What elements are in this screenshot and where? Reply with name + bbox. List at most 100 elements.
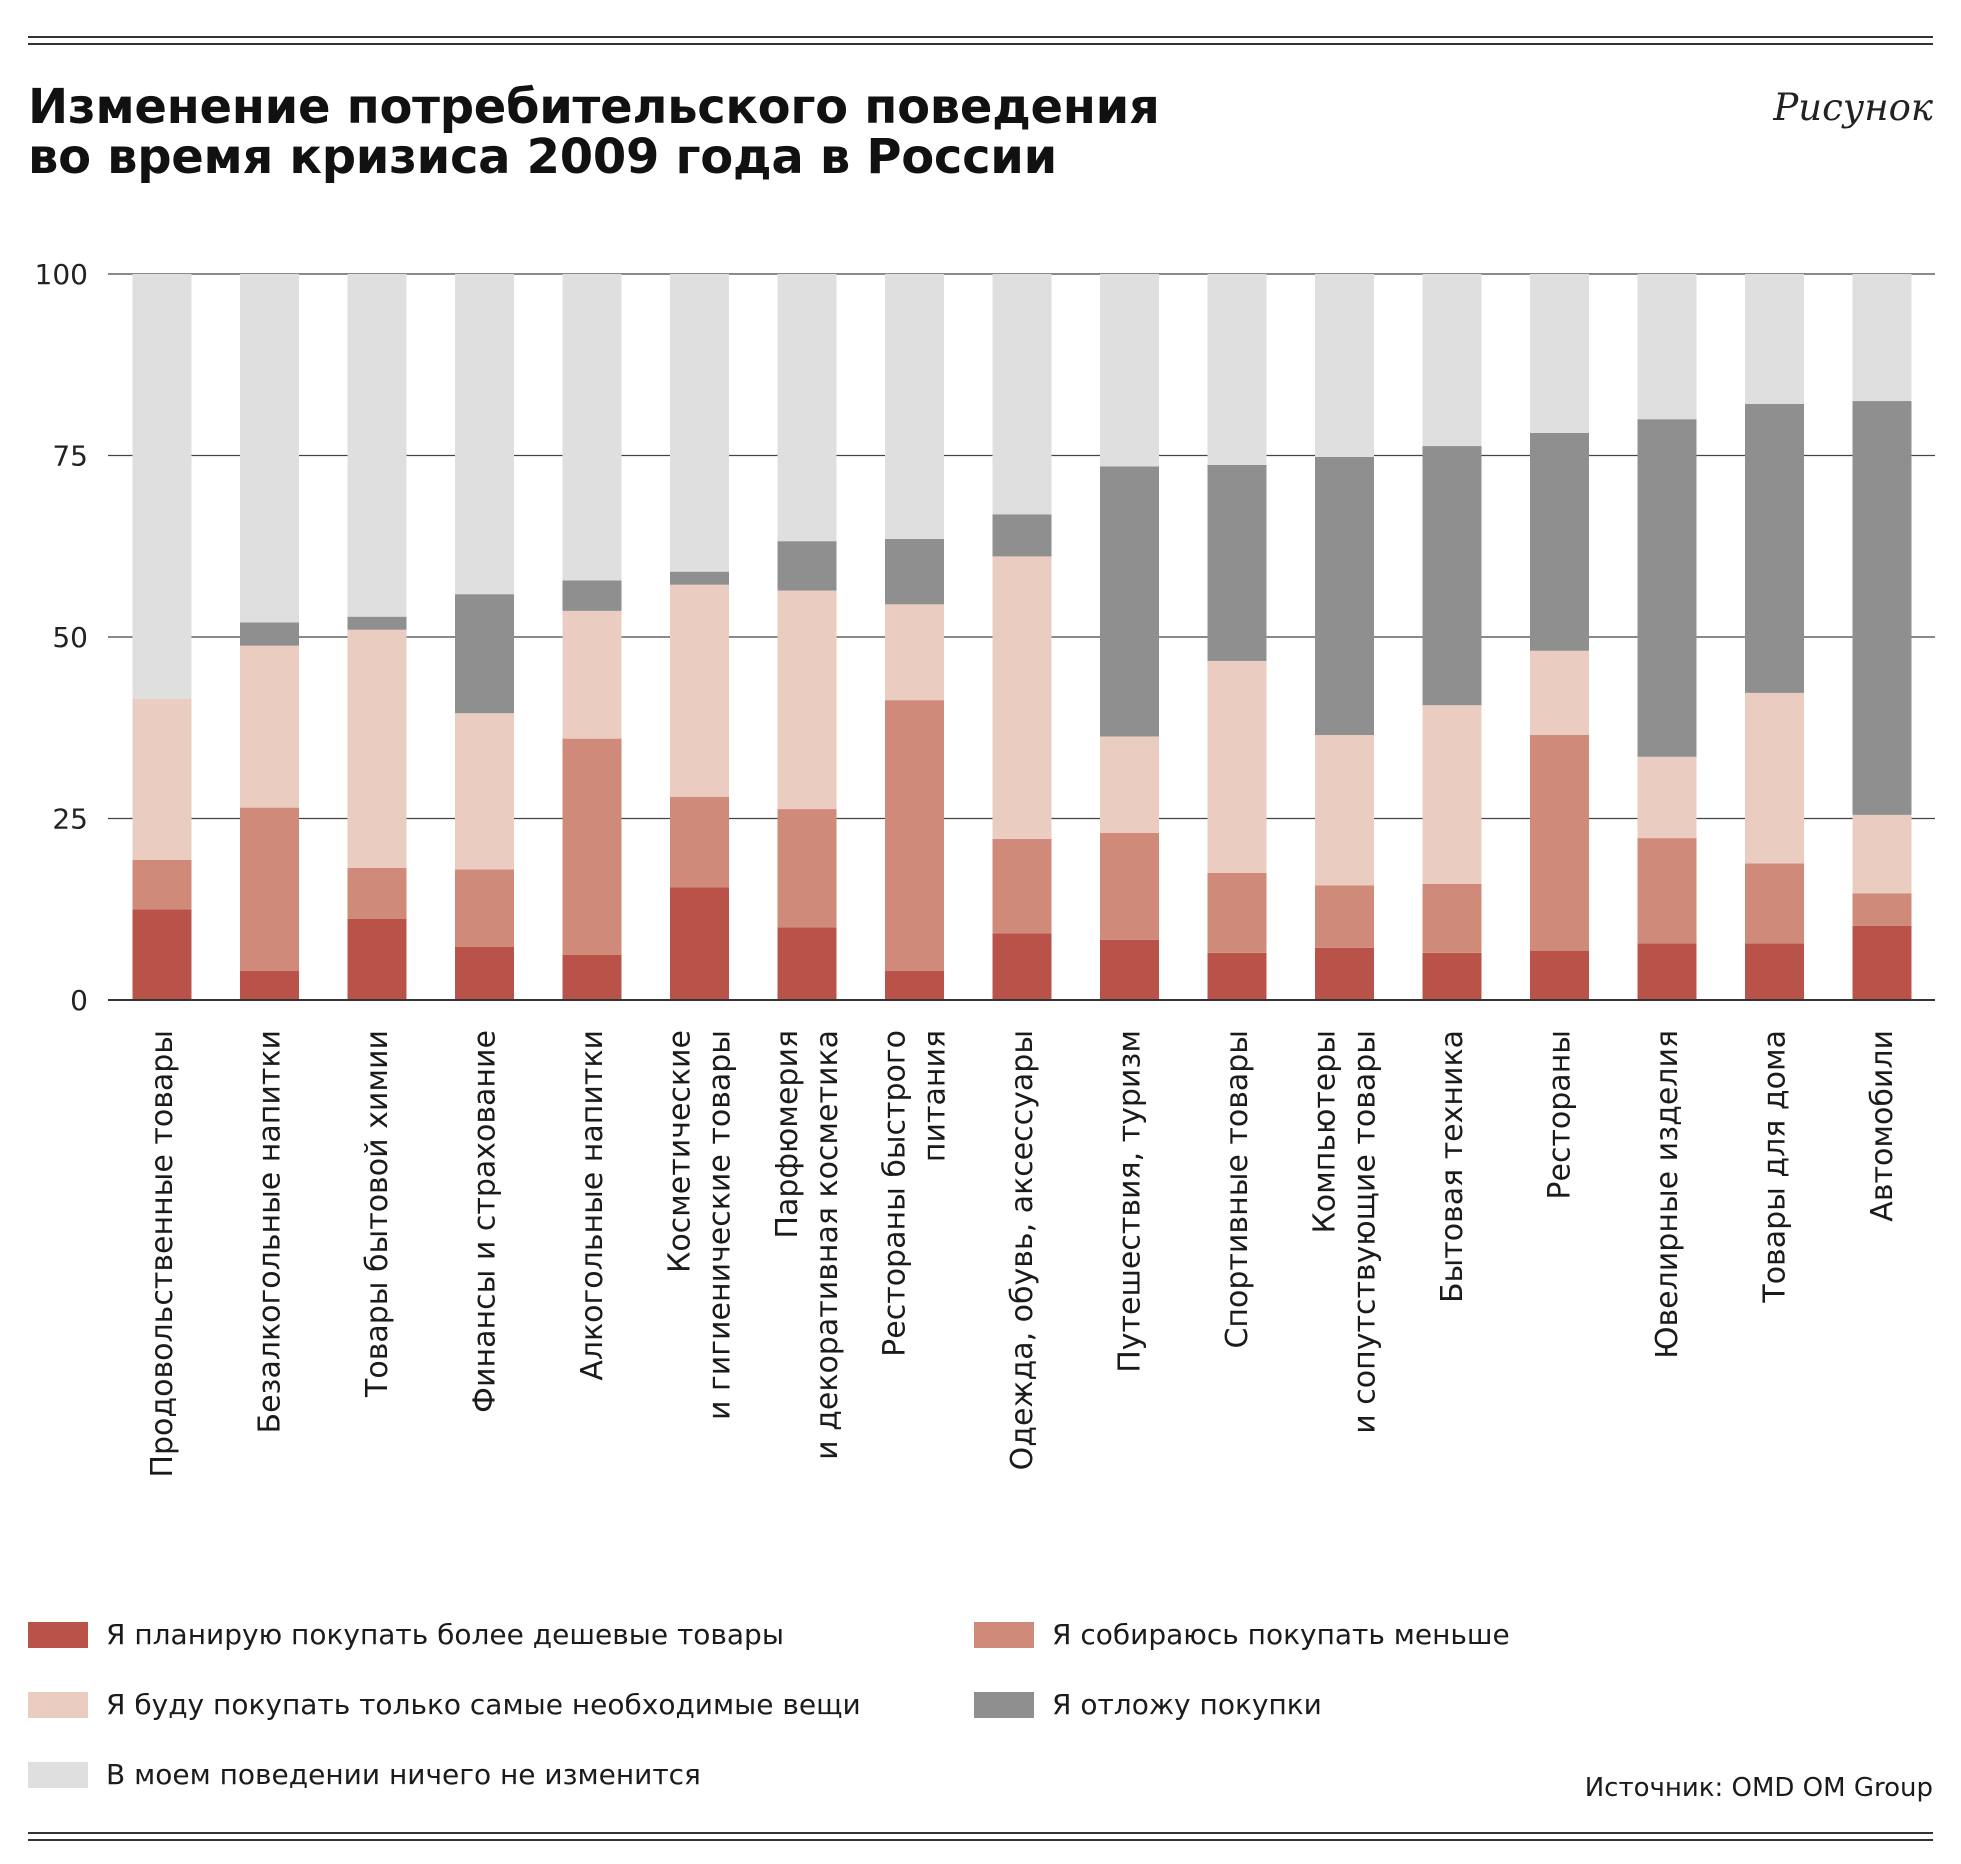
bar-segment-8-4	[992, 274, 1052, 515]
bar-segment-10-2	[1207, 660, 1267, 873]
bar-segment-4-4	[562, 274, 622, 581]
legend-swatch-no-change	[28, 1761, 88, 1788]
bar-segment-1-2	[240, 645, 299, 808]
figure-label: Рисунок	[1773, 86, 1933, 129]
bar-segment-3-1	[455, 869, 514, 948]
bar-segment-6-3	[777, 541, 837, 591]
bar-segment-10-4	[1207, 274, 1267, 465]
bar-segment-16-0	[1852, 925, 1912, 1000]
bar-segment-10-0	[1207, 952, 1267, 1000]
bar-segment-1-1	[240, 807, 299, 971]
bar-segment-15-2	[1745, 692, 1804, 864]
x-tick-label-14-0: Ювелирные изделия	[1650, 1030, 1685, 1359]
bar-segment-2-1	[347, 867, 407, 919]
x-tick-label-13-0: Рестораны	[1543, 1030, 1578, 1200]
bar-segment-13-0	[1530, 950, 1589, 1000]
legend-label-cheaper: Я планирую покупать более дешевые товары	[106, 1618, 784, 1651]
x-tick-label-5-0: Косметические	[663, 1030, 698, 1273]
bar-segment-0-2	[132, 698, 192, 860]
bar-segment-0-0	[132, 909, 192, 1000]
x-tick-label-7-0: Рестораны быстрого	[878, 1030, 913, 1357]
bar-segment-14-3	[1637, 419, 1697, 757]
x-tick-label-1-0: Безалкогольные напитки	[253, 1030, 288, 1434]
source-note: Источник: OMD OM Group	[1584, 1773, 1933, 1803]
bar-segment-4-2	[562, 610, 622, 739]
bar-segment-9-3	[1100, 466, 1159, 737]
bar-segment-12-2	[1422, 705, 1482, 884]
bar-segment-7-3	[885, 538, 944, 605]
chart-title-line-1: Изменение потребительского поведения	[28, 79, 1160, 135]
bar-segment-8-0	[992, 933, 1052, 1000]
bar-segment-16-2	[1852, 814, 1912, 894]
bar-segment-8-3	[992, 514, 1052, 557]
x-tick-label-3-0: Финансы и страхование	[468, 1030, 503, 1413]
legend-label-no-change: В моем поведении ничего не изменится	[106, 1758, 701, 1791]
bar-segment-14-2	[1637, 756, 1697, 839]
bar-segment-9-4	[1100, 274, 1159, 467]
stacked-bar-chart: 0 25 50 75 100 Продовольственные товары Безалк…	[35, 258, 1935, 1478]
legend-swatch-cheaper	[28, 1621, 88, 1648]
bar-segment-9-1	[1100, 833, 1159, 940]
x-tick-label-6-1: и декоративная косметика	[810, 1030, 845, 1460]
bar-segment-12-1	[1422, 883, 1482, 953]
x-tick-label-12-0: Бытовая техника	[1435, 1030, 1470, 1303]
legend-item-less: Я собираюсь покупать меньше	[974, 1618, 1510, 1651]
bar-segment-3-0	[455, 947, 514, 1000]
bar-segment-6-4	[777, 274, 837, 542]
bar-segment-3-3	[455, 594, 514, 714]
y-tick-label-25: 25	[52, 803, 88, 836]
bar-segment-6-0	[777, 927, 837, 1000]
legend-label-necessary: Я буду покупать только самые необходимые…	[106, 1688, 861, 1721]
bar-segment-5-3	[670, 571, 729, 585]
bar-segment-8-1	[992, 838, 1052, 934]
bar-segment-1-3	[240, 622, 299, 646]
bar-segment-6-1	[777, 809, 837, 928]
bar-segment-13-2	[1530, 650, 1589, 736]
bar-segment-15-0	[1745, 943, 1804, 1000]
bar-segment-12-0	[1422, 952, 1482, 1000]
bar-segment-1-0	[240, 970, 299, 1000]
bar-segment-7-1	[885, 700, 944, 971]
bar-segment-1-4	[240, 274, 299, 623]
bar-segment-11-3	[1315, 456, 1374, 736]
bar-segment-5-0	[670, 887, 729, 1000]
bar-segment-14-1	[1637, 838, 1697, 944]
legend-swatch-necessary	[28, 1691, 88, 1718]
bar-segment-11-1	[1315, 885, 1374, 948]
bar-segment-2-0	[347, 918, 407, 1000]
bar-segment-16-3	[1852, 401, 1912, 815]
bar-segment-3-4	[455, 274, 514, 595]
bar-segment-0-1	[132, 859, 192, 910]
bottom-rule	[28, 1832, 1933, 1834]
bar-segment-5-4	[670, 274, 729, 572]
x-tick-label-9-0: Путешествия, туризм	[1113, 1030, 1148, 1373]
bottom-rule-second	[28, 1839, 1933, 1841]
bar-segment-3-2	[455, 713, 514, 870]
bar-segment-7-0	[885, 970, 944, 1000]
bar-segment-15-3	[1745, 403, 1804, 693]
bar-segment-14-0	[1637, 943, 1697, 1000]
bar-segment-2-4	[347, 274, 407, 617]
x-tick-label-8-0: Одежда, обувь, аксессуары	[1005, 1030, 1040, 1470]
bar-segment-4-1	[562, 738, 622, 955]
x-tick-label-7-1: питания	[918, 1030, 953, 1162]
bar-segment-9-0	[1100, 939, 1159, 1000]
bar-segment-15-1	[1745, 863, 1804, 944]
bar-segment-16-4	[1852, 274, 1912, 402]
legend-label-postpone: Я отложу покупки	[1052, 1688, 1322, 1721]
bar-segment-11-0	[1315, 947, 1374, 1000]
legend-item-cheaper: Я планирую покупать более дешевые товары	[28, 1618, 784, 1651]
x-tick-label-6-0: Парфюмерия	[770, 1030, 805, 1239]
y-tick-label-100: 100	[35, 258, 88, 291]
chart-title: Изменение потребительского поведения во …	[28, 82, 1278, 182]
x-tick-label-4-0: Алкогольные напитки	[575, 1030, 610, 1381]
bar-segment-11-2	[1315, 735, 1374, 886]
chart-title-line-2: во время кризиса 2009 года в России	[28, 129, 1057, 185]
x-tick-label-11-1: и сопутствующие товары	[1348, 1030, 1383, 1434]
bar-segment-16-1	[1852, 893, 1912, 926]
bar-segment-10-3	[1207, 464, 1267, 661]
bar-segment-11-4	[1315, 274, 1374, 457]
bar-segment-7-4	[885, 274, 944, 539]
y-tick-label-75: 75	[52, 440, 88, 473]
bar-segment-4-3	[562, 580, 622, 611]
